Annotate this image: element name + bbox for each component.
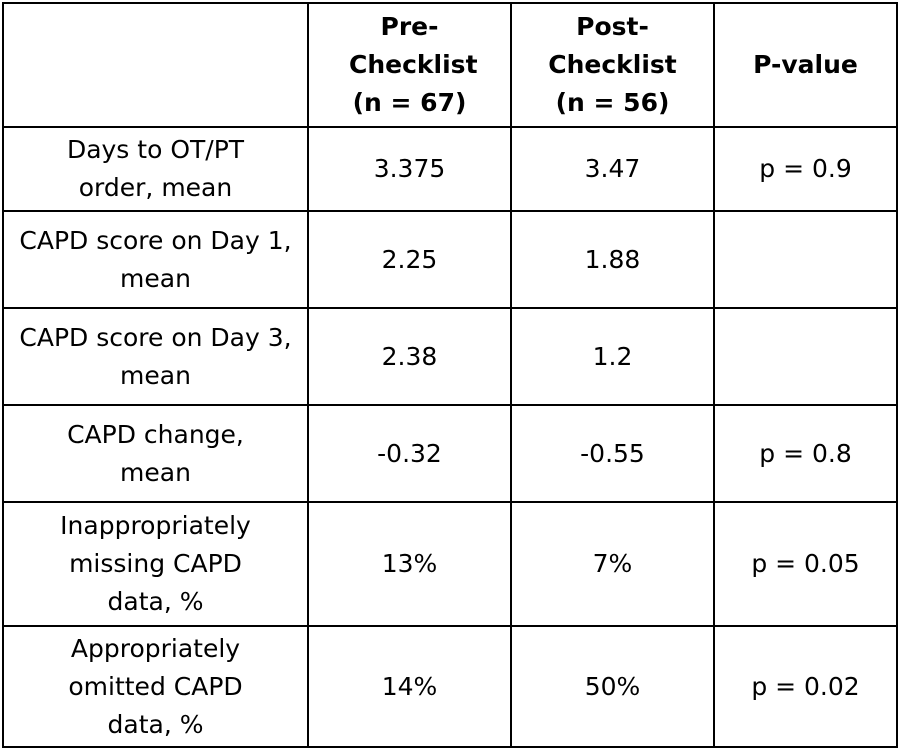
pre-checklist-value: -0.32	[307, 404, 512, 503]
table-row: Inappropriately missing CAPD data, % 13%…	[2, 501, 898, 627]
table-row: Days to OT/PT order, mean 3.375 3.47 p =…	[2, 126, 898, 212]
post-checklist-value: 1.2	[510, 307, 715, 406]
p-value	[713, 307, 898, 406]
pre-checklist-value: 3.375	[307, 126, 512, 212]
header-row: Pre-Checklist (n = 67) Post-Checklist (n…	[2, 2, 898, 128]
header-cell-pre-checklist: Pre-Checklist (n = 67)	[307, 2, 512, 128]
row-label: Appropriately omitted CAPD data, %	[2, 625, 309, 748]
p-value: p = 0.8	[713, 404, 898, 503]
header-cell-empty	[2, 2, 309, 128]
post-checklist-value: 1.88	[510, 210, 715, 309]
post-checklist-value: 50%	[510, 625, 715, 748]
row-label: Days to OT/PT order, mean	[2, 126, 309, 212]
table-row: CAPD change, mean -0.32 -0.55 p = 0.8	[2, 404, 898, 503]
table-row: Appropriately omitted CAPD data, % 14% 5…	[2, 625, 898, 748]
header-cell-post-checklist: Post-Checklist (n = 56)	[510, 2, 715, 128]
table-row: CAPD score on Day 1, mean 2.25 1.88	[2, 210, 898, 309]
post-checklist-value: 3.47	[510, 126, 715, 212]
pre-checklist-value: 2.25	[307, 210, 512, 309]
p-value: p = 0.02	[713, 625, 898, 748]
row-label: Inappropriately missing CAPD data, %	[2, 501, 309, 627]
pre-checklist-value: 2.38	[307, 307, 512, 406]
p-value: p = 0.9	[713, 126, 898, 212]
row-label: CAPD change, mean	[2, 404, 309, 503]
pre-checklist-value: 14%	[307, 625, 512, 748]
p-value	[713, 210, 898, 309]
table-row: CAPD score on Day 3, mean 2.38 1.2	[2, 307, 898, 406]
pre-checklist-value: 13%	[307, 501, 512, 627]
post-checklist-value: 7%	[510, 501, 715, 627]
row-label: CAPD score on Day 3, mean	[2, 307, 309, 406]
post-checklist-value: -0.55	[510, 404, 715, 503]
row-label: CAPD score on Day 1, mean	[2, 210, 309, 309]
header-cell-p-value: P-value	[713, 2, 898, 128]
p-value: p = 0.05	[713, 501, 898, 627]
